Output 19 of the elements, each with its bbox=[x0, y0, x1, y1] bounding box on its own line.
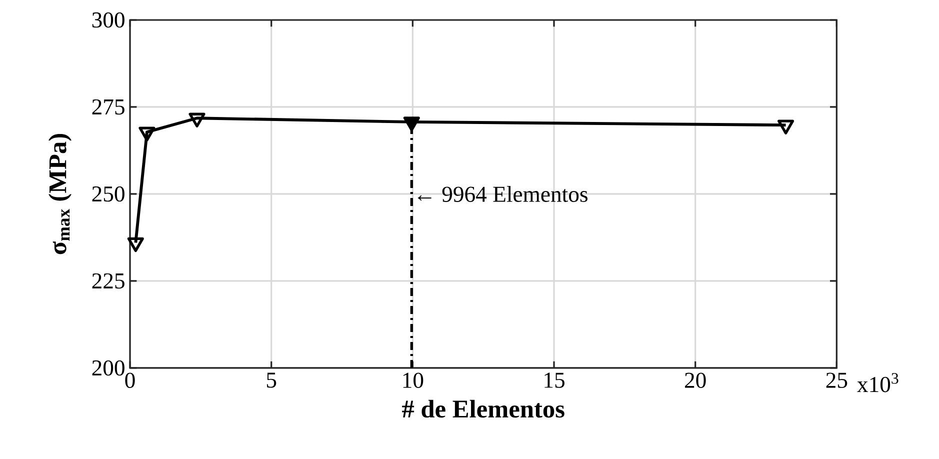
y-tick-label: 275 bbox=[92, 99, 124, 115]
x-tick-label: 15 bbox=[544, 372, 564, 388]
y-tick-label: 200 bbox=[92, 360, 124, 376]
y-axis-title: σ$_{max}$ (MPa) bbox=[48, 134, 72, 254]
point bbox=[138, 126, 156, 142]
y-tick-label: 250 bbox=[92, 186, 124, 202]
point bbox=[127, 237, 144, 252]
point bbox=[188, 112, 206, 128]
x-tick-label: 25 bbox=[826, 372, 848, 388]
x-axis-title: # de Elementos bbox=[402, 400, 564, 418]
point bbox=[778, 120, 794, 134]
x-tick-label: 0 bbox=[125, 372, 135, 388]
y-tick-label: 225 bbox=[92, 273, 124, 289]
x-tick-label: 5 bbox=[266, 372, 276, 388]
annotation: ← 9964 Elementos bbox=[418, 186, 588, 202]
x-tick-label: 20 bbox=[685, 372, 706, 388]
x-tick-label: 10 bbox=[403, 372, 424, 388]
y-tick-label: 300 bbox=[92, 12, 124, 28]
text: x10$^{3}$ bbox=[857, 373, 898, 392]
